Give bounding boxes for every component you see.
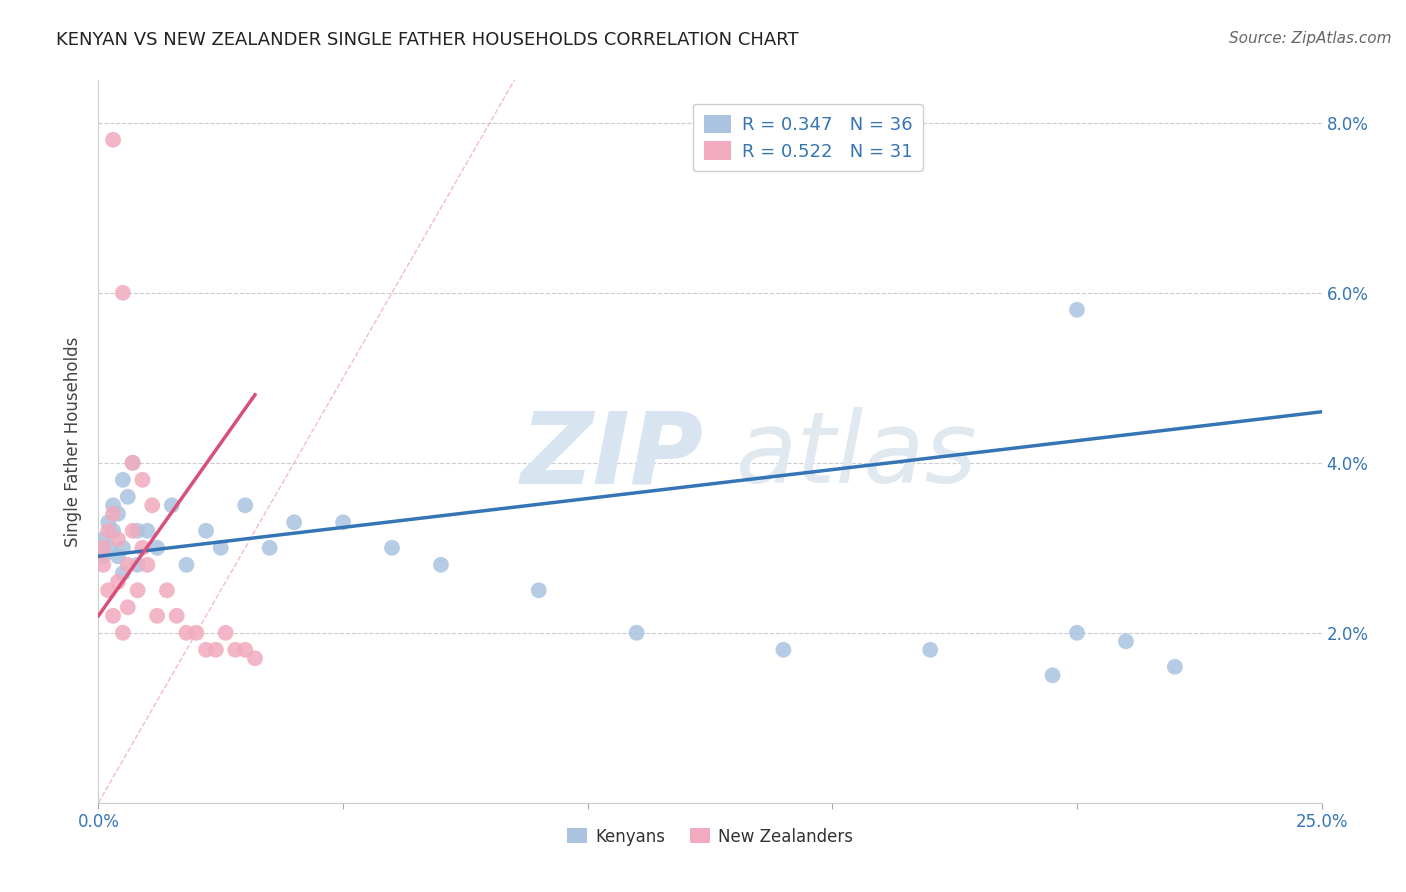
Point [111,625,134,640]
Point [97,516,120,530]
Point [127,524,149,538]
Point [97,524,120,538]
Point [101,507,124,521]
Point [195,642,218,657]
Point [111,285,134,300]
Point [243,651,266,665]
Point [136,524,159,538]
Point [146,541,169,555]
Point [1066,625,1088,640]
Point [121,456,143,470]
Point [111,473,134,487]
Point [1115,634,1137,648]
Point [97,541,120,555]
Point [160,498,183,512]
Point [107,533,129,547]
Point [176,558,198,572]
Point [259,541,281,555]
Point [91,533,114,547]
Text: KENYAN VS NEW ZEALANDER SINGLE FATHER HOUSEHOLDS CORRELATION CHART: KENYAN VS NEW ZEALANDER SINGLE FATHER HO… [56,31,799,49]
Point [107,507,129,521]
Point [224,642,246,657]
Point [772,642,794,657]
Point [195,524,218,538]
Point [131,473,153,487]
Point [101,133,124,147]
Point [121,456,143,470]
Point [332,516,354,530]
Y-axis label: Single Father Households: Single Father Households [65,336,83,547]
Point [214,625,236,640]
Point [117,600,139,615]
Point [1066,302,1088,317]
Point [186,625,208,640]
Point [156,583,179,598]
Point [233,642,256,657]
Point [127,558,149,572]
Point [117,558,139,572]
Point [166,608,188,623]
Point [127,583,149,598]
Point [101,498,124,512]
Point [430,558,453,572]
Point [91,549,114,564]
Text: ZIP: ZIP [520,408,703,505]
Point [111,566,134,581]
Point [1164,660,1187,674]
Point [205,642,228,657]
Point [117,490,139,504]
Point [176,625,198,640]
Point [97,583,120,598]
Point [121,524,143,538]
Point [107,574,129,589]
Point [626,625,648,640]
Point [136,558,159,572]
Text: atlas: atlas [735,408,977,505]
Point [101,608,124,623]
Point [381,541,404,555]
Point [146,608,169,623]
Point [101,524,124,538]
Point [141,498,163,512]
Point [91,558,114,572]
Point [527,583,550,598]
Text: Source: ZipAtlas.com: Source: ZipAtlas.com [1229,31,1392,46]
Point [91,541,114,555]
Point [131,541,153,555]
Point [283,516,305,530]
Point [233,498,256,512]
Point [1042,668,1064,682]
Point [111,541,134,555]
Point [920,642,942,657]
Point [209,541,232,555]
Point [107,549,129,564]
Legend: Kenyans, New Zealanders: Kenyans, New Zealanders [560,821,860,852]
